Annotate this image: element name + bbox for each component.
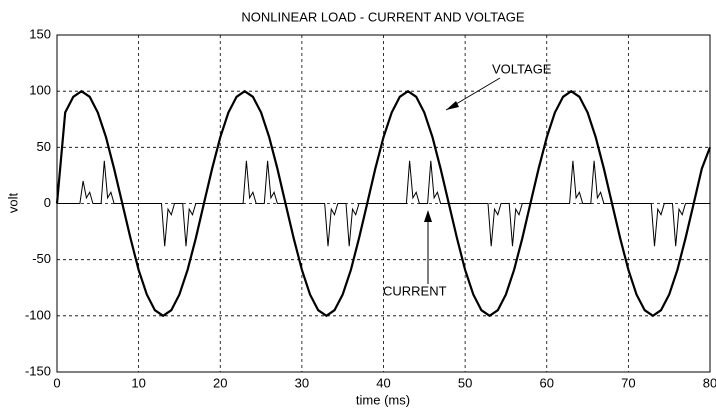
x-tick-label: 70 (621, 375, 635, 390)
y-tick-label: 50 (37, 139, 51, 154)
x-axis-label: time (ms) (356, 392, 410, 407)
y-axis-label: volt (5, 192, 20, 213)
y-tick-label: -100 (25, 307, 51, 322)
x-tick-label: 30 (295, 375, 309, 390)
series-line (57, 160, 710, 247)
x-tick-label: 80 (703, 375, 716, 390)
x-tick-label: 60 (540, 375, 554, 390)
arrow-head (424, 210, 432, 222)
y-tick-label: 150 (29, 26, 51, 41)
annotation: VOLTAGE (492, 61, 552, 76)
x-tick-label: 50 (458, 375, 472, 390)
x-tick-label: 20 (213, 375, 227, 390)
x-tick-label: 0 (53, 375, 60, 390)
x-tick-label: 10 (131, 375, 145, 390)
arrow-head (446, 101, 459, 110)
y-tick-label: 0 (44, 195, 51, 210)
series-line (55, 89, 712, 318)
annotation: CURRENT (383, 283, 447, 298)
x-tick-label: 40 (376, 375, 390, 390)
y-tick-label: -50 (32, 251, 51, 266)
y-tick-label: 100 (29, 83, 51, 98)
chart-title: NONLINEAR LOAD - CURRENT AND VOLTAGE (241, 9, 524, 24)
y-tick-label: -150 (25, 363, 51, 378)
